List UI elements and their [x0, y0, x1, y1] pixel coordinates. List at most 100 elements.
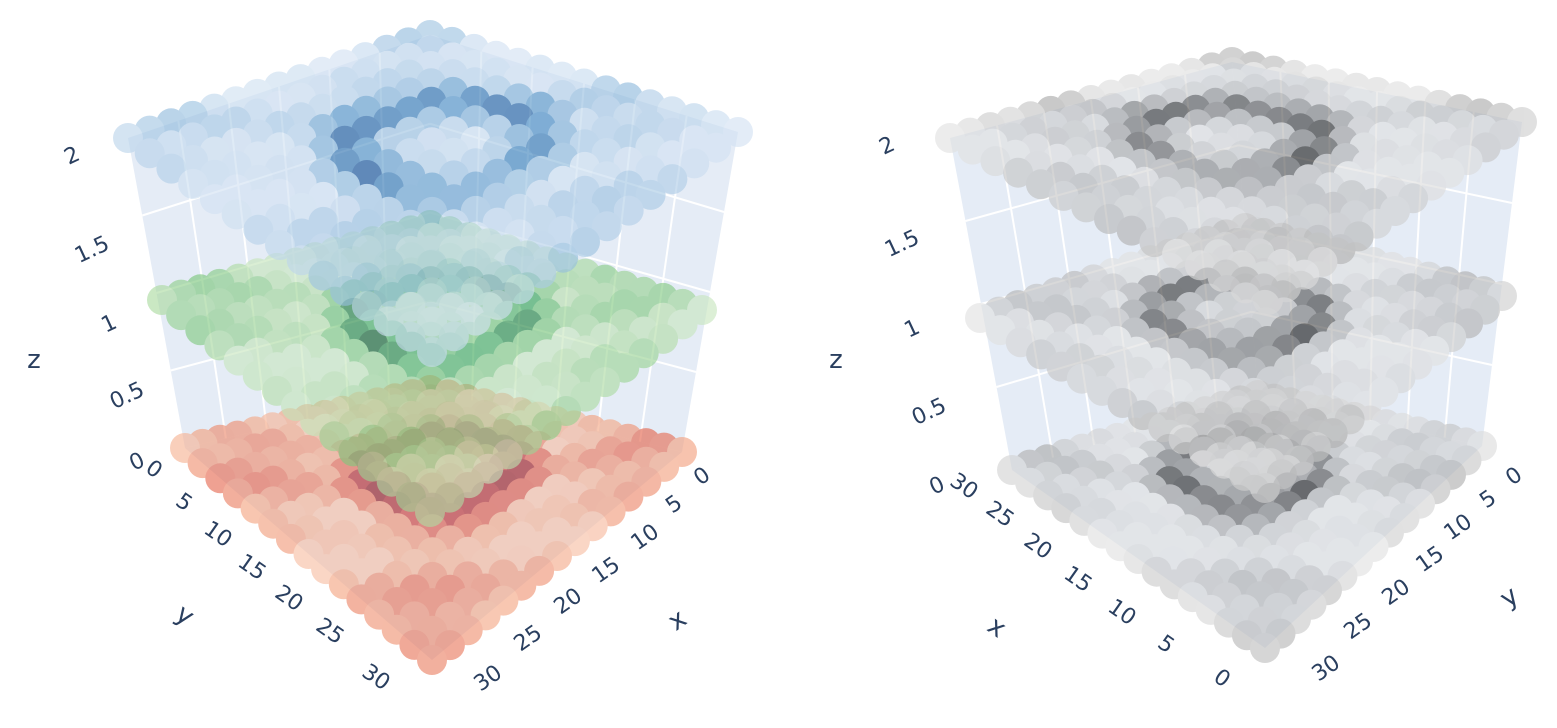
marker — [482, 289, 513, 320]
marker — [351, 235, 382, 266]
marker — [1094, 204, 1124, 234]
y-tick-label: 30 — [1308, 650, 1345, 687]
marker — [286, 245, 317, 276]
marker — [482, 261, 513, 292]
marker — [373, 306, 404, 337]
z-tick-label: 0 — [926, 472, 949, 501]
marker — [1116, 215, 1147, 246]
marker — [439, 209, 469, 240]
marker — [330, 247, 361, 278]
marker — [1230, 273, 1261, 304]
marker — [1003, 157, 1034, 188]
x-tick-label: 10 — [1103, 594, 1140, 631]
marker-layer-z0 — [997, 380, 1497, 663]
marker — [417, 337, 447, 367]
z-tick-label: 2 — [876, 132, 899, 161]
marker — [265, 230, 295, 260]
marker — [395, 263, 426, 294]
marker — [417, 645, 447, 675]
x-axis-title: x — [982, 611, 1012, 644]
marker — [1048, 180, 1079, 211]
marker — [460, 248, 491, 279]
x-tick-label: 20 — [1019, 528, 1056, 565]
y-axis-title: y — [1495, 581, 1525, 614]
marker — [373, 222, 404, 253]
marker — [308, 260, 339, 291]
marker — [635, 179, 666, 210]
marker — [1139, 227, 1170, 258]
marker — [351, 262, 382, 293]
y-tick-label: 10 — [1440, 509, 1477, 546]
marker — [1253, 285, 1283, 315]
marker — [1184, 250, 1215, 281]
marker — [395, 321, 426, 352]
marker — [221, 199, 252, 230]
marker — [395, 235, 426, 266]
z-tick-label: 1 — [901, 315, 924, 344]
x-tick-label: 15 — [1059, 561, 1096, 598]
marker — [373, 249, 404, 280]
marker-layer-z1 — [965, 213, 1517, 503]
marker — [417, 277, 448, 308]
marker — [113, 123, 143, 153]
marker — [613, 195, 644, 226]
marker — [417, 222, 448, 253]
marker — [134, 138, 165, 169]
marker — [701, 132, 732, 163]
z-tick-label: 0.5 — [908, 393, 950, 430]
marker — [504, 274, 535, 305]
marker — [156, 153, 187, 184]
marker — [439, 291, 469, 322]
y-tick-label: 0 — [1501, 462, 1527, 491]
x-tick-label: 5 — [1153, 630, 1179, 659]
marker — [351, 291, 382, 322]
z-tick-label: 1.5 — [881, 225, 923, 262]
marker — [178, 168, 209, 199]
z-axis-title: z — [829, 345, 843, 375]
x-tick-label: 25 — [981, 496, 1018, 533]
marker — [439, 262, 469, 293]
marker — [504, 246, 535, 277]
y-tick-label: 25 — [1340, 608, 1377, 645]
x-tick-label: 30 — [945, 468, 982, 505]
marker — [415, 497, 445, 527]
marker — [548, 242, 579, 273]
marker-layer-z2 — [113, 20, 753, 367]
marker — [1207, 261, 1238, 292]
marker — [657, 164, 688, 195]
marker — [1025, 169, 1056, 200]
marker — [417, 196, 448, 227]
marker — [1071, 192, 1102, 223]
marker — [957, 134, 988, 165]
marker — [980, 146, 1011, 177]
marker — [482, 233, 513, 264]
marker — [199, 184, 230, 215]
marker — [395, 209, 426, 240]
marker — [330, 275, 361, 306]
marker — [460, 221, 491, 252]
marker — [679, 148, 710, 179]
marker-layer-z2 — [935, 47, 1537, 315]
x-tick-label: 0 — [1209, 664, 1235, 693]
marker — [417, 306, 448, 337]
marker — [417, 249, 448, 280]
marker — [330, 221, 361, 251]
marker — [460, 305, 491, 336]
marker — [723, 117, 753, 147]
marker — [373, 277, 404, 308]
y-tick-label: 5 — [1475, 485, 1501, 514]
marker — [1250, 473, 1280, 503]
marker — [439, 235, 469, 266]
marker — [395, 291, 426, 322]
marker — [1162, 238, 1193, 269]
marker — [438, 321, 469, 352]
marker — [1250, 633, 1280, 663]
marker — [460, 276, 491, 307]
marker — [570, 227, 600, 257]
marker — [526, 258, 557, 289]
y-tick-label: 20 — [1378, 574, 1415, 611]
marker — [935, 123, 965, 153]
